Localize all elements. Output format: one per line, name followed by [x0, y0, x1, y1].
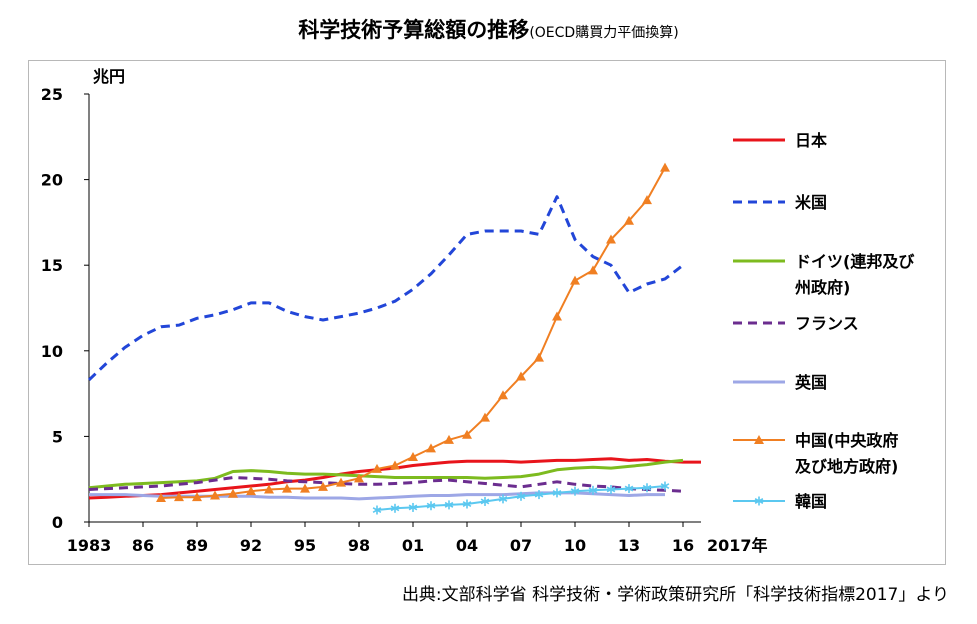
series-marker-5: [408, 451, 418, 461]
source-note: 出典:文部科学省 科学技術・学術政策研究所「科学技術指標2017」より: [401, 585, 949, 605]
chart-frame: 0 5 10 15 20 25 1983 86 89 92 95 98 01 04 07 10 13 16 2017…: [28, 60, 946, 565]
series-line-2: [88, 458, 684, 490]
series-marker-5: [174, 492, 184, 502]
series-marker-6: [462, 499, 472, 509]
series-marker-5: [606, 234, 616, 244]
series-marker-6: [660, 481, 670, 491]
series-marker-5: [660, 162, 670, 172]
legend-marker-5: [754, 435, 764, 444]
x-tick-label: 92: [240, 536, 262, 555]
legend-label-0: 日本: [795, 131, 827, 150]
x-tick-label: 01: [402, 536, 424, 555]
x-tick-label: 98: [348, 536, 370, 555]
series-marker-6: [642, 483, 652, 493]
series-marker-6: [498, 494, 508, 504]
legend-label-2: 州政府): [794, 278, 850, 297]
series-marker-5: [300, 483, 310, 493]
series-marker-6: [408, 502, 418, 512]
legend-label-5: 中国(中央政府: [795, 431, 898, 450]
series-marker-5: [498, 390, 508, 400]
series-marker-5: [444, 434, 454, 444]
series-marker-6: [426, 501, 436, 511]
y-tick-label: 15: [41, 256, 63, 275]
series-marker-5: [426, 443, 436, 453]
series-marker-5: [246, 486, 256, 496]
x-tick-label: 07: [510, 536, 532, 555]
legend-marker-6: [754, 496, 764, 506]
legend-label-4: 英国: [794, 373, 827, 392]
series-marker-6: [624, 484, 634, 494]
legend-label-2: ドイツ(連邦及び: [795, 252, 915, 271]
x-tick-label: 10: [564, 536, 586, 555]
series-marker-5: [462, 429, 472, 439]
series-marker-5: [156, 493, 166, 503]
x-axis-label: 2017年: [707, 536, 768, 555]
y-tick-label: 20: [41, 171, 63, 190]
x-tick-label: 04: [456, 536, 478, 555]
chart-plot: 0 5 10 15 20 25 1983 86 89 92 95 98 01 04 07 10 13 16 2017…: [41, 67, 916, 555]
series-marker-6: [444, 500, 454, 510]
legend-label-3: フランス: [795, 314, 859, 333]
legend-label-1: 米国: [795, 193, 827, 212]
x-tick-label: 89: [186, 536, 208, 555]
series-marker-5: [516, 371, 526, 381]
legend-label-5: 及び地方政府): [795, 457, 898, 476]
y-axis-label: 兆円: [93, 67, 125, 86]
x-tick-label: 16: [672, 536, 694, 555]
series-marker-5: [210, 490, 220, 500]
series-marker-5: [354, 473, 364, 483]
y-tick-label: 25: [41, 85, 63, 104]
series-marker-6: [372, 505, 382, 515]
series-marker-6: [480, 496, 490, 506]
series-marker-5: [372, 463, 382, 473]
chart-title-block: 科学技術予算総額の推移(OECD購買力平価換算): [0, 14, 977, 44]
chart-title: 科学技術予算総額の推移: [298, 18, 530, 42]
series-line-3: [88, 476, 684, 493]
series-marker-5: [336, 477, 346, 487]
series-marker-5: [228, 488, 238, 498]
series-marker-6: [570, 486, 580, 496]
series-marker-6: [606, 484, 616, 494]
series-marker-5: [192, 492, 202, 502]
series-line-5: [160, 167, 666, 499]
legend-label-6: 韓国: [795, 492, 827, 511]
y-tick-label: 5: [52, 427, 63, 446]
series-marker-5: [390, 460, 400, 470]
series-marker-5: [264, 484, 274, 494]
y-tick-label: 0: [52, 513, 63, 532]
series-marker-6: [516, 491, 526, 501]
series-marker-5: [282, 483, 292, 493]
series-marker-5: [642, 195, 652, 205]
series-marker-6: [534, 490, 544, 500]
x-tick-label: 86: [132, 536, 154, 555]
series-marker-6: [552, 488, 562, 498]
series-marker-6: [390, 503, 400, 513]
series-marker-5: [534, 352, 544, 362]
x-tick-label: 1983: [67, 536, 112, 555]
series-marker-5: [624, 215, 634, 225]
y-tick-label: 10: [41, 342, 63, 361]
series-marker-5: [570, 275, 580, 285]
series-marker-5: [552, 311, 562, 321]
series-marker-5: [318, 481, 328, 491]
x-tick-label: 13: [618, 536, 640, 555]
x-tick-label: 95: [294, 536, 316, 555]
chart-subtitle: (OECD購買力平価換算): [529, 25, 679, 41]
series-marker-5: [588, 265, 598, 275]
series-marker-5: [480, 412, 490, 422]
series-marker-6: [588, 485, 598, 495]
series-line-1: [87, 195, 684, 381]
